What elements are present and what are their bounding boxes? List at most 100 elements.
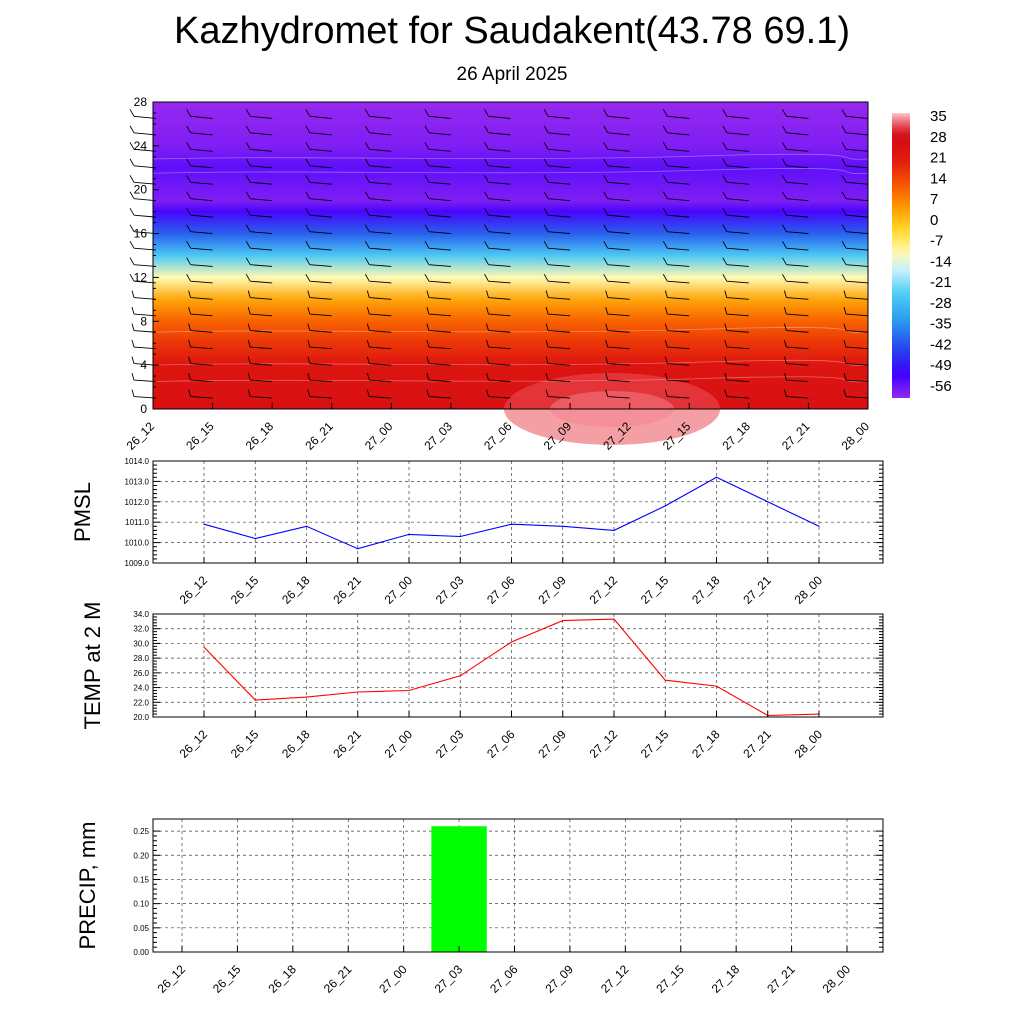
- wind-barb: [782, 142, 809, 152]
- x-tick-label: 27_12: [587, 573, 621, 607]
- x-tick-label: 27_21: [779, 419, 813, 453]
- x-tick-label: 27_09: [535, 573, 569, 607]
- pmsl-point: [562, 525, 564, 527]
- wind-barb: [131, 306, 157, 317]
- wind-barb: [843, 306, 869, 317]
- wind-barb: [841, 273, 869, 284]
- wind-barb: [188, 323, 213, 333]
- wind-barb: [245, 142, 273, 152]
- y-tick-label: 28.0: [133, 654, 149, 663]
- wind-barb: [664, 323, 690, 333]
- wind-barb: [424, 109, 451, 119]
- wind-barb: [722, 224, 749, 235]
- precip-axis-label: PRECIP, mm: [75, 822, 100, 950]
- x-tick-label: 27_18: [689, 573, 723, 607]
- wind-barb: [605, 306, 630, 317]
- wind-barb: [307, 356, 332, 366]
- y-tick-label: 0.15: [133, 875, 149, 884]
- pmsl-point: [767, 501, 769, 503]
- wind-barb: [484, 142, 511, 152]
- wind-barb: [662, 109, 690, 119]
- x-tick-label: 27_18: [709, 962, 743, 996]
- wind-barb: [129, 109, 157, 119]
- pmsl-point: [510, 523, 513, 525]
- wind-barb: [841, 257, 869, 267]
- y-tick-label: 26.0: [133, 669, 149, 678]
- x-tick-label: 26_12: [177, 573, 211, 607]
- wind-barb: [245, 191, 273, 202]
- wind-barb: [664, 356, 690, 366]
- wind-barb: [129, 175, 157, 185]
- wind-barb: [245, 257, 273, 267]
- x-tick-label: 27_09: [535, 727, 569, 761]
- wind-barb: [543, 109, 571, 119]
- wind-barb: [603, 142, 630, 152]
- temp2m-point: [664, 679, 666, 681]
- x-tick-label: 26_21: [330, 573, 364, 607]
- wind-barb: [724, 290, 749, 300]
- pmsl-frame: [152, 460, 884, 564]
- x-tick-label: 26_21: [330, 727, 364, 761]
- temp2m-point: [459, 675, 461, 677]
- wind-barb: [245, 125, 273, 136]
- wind-barb: [366, 323, 392, 333]
- wind-barb: [843, 372, 869, 383]
- wind-barb: [305, 158, 332, 169]
- wind-barb: [484, 224, 511, 235]
- wind-barb: [545, 372, 571, 383]
- wind-barb: [664, 339, 690, 350]
- x-tick-label: 27_03: [432, 962, 466, 996]
- gridlines: [153, 460, 883, 564]
- x-tick-label: 27_15: [638, 573, 672, 607]
- wind-barb: [245, 240, 273, 251]
- colorbar-label: -42: [930, 336, 952, 353]
- x-tick-label: 27_06: [487, 962, 521, 996]
- wind-barb: [129, 125, 157, 136]
- wind-barb: [247, 372, 273, 383]
- y-tick-label: 24.0: [133, 684, 149, 693]
- x-tick-label: 26_18: [279, 573, 313, 607]
- x-tick-label: 27_12: [587, 727, 621, 761]
- y-tick-label: 1014.0: [125, 457, 150, 466]
- wind-barb: [424, 240, 451, 251]
- x-tick-label: 27_12: [598, 962, 632, 996]
- wind-barb: [424, 175, 451, 185]
- wind-barb: [545, 389, 571, 399]
- wind-barb: [603, 175, 630, 185]
- wind-barb: [245, 273, 273, 284]
- wind-barb: [364, 125, 392, 136]
- wind-barb: [247, 339, 273, 350]
- wind-barb: [186, 158, 213, 169]
- wind-barb: [486, 323, 511, 333]
- x-tick-label: 27_00: [382, 727, 416, 761]
- wind-barb: [662, 273, 690, 284]
- wind-barb: [364, 257, 392, 267]
- wind-barb: [545, 323, 571, 333]
- y-tick-label: 1010.0: [125, 539, 150, 548]
- wind-barb: [841, 158, 869, 169]
- wind-barb: [782, 257, 809, 267]
- wind-barb: [247, 356, 273, 366]
- wind-barb: [722, 142, 749, 152]
- colorbar-label: -21: [930, 274, 952, 291]
- wind-barb: [186, 142, 213, 152]
- wind-barb: [307, 290, 332, 300]
- colorbar-label: -7: [930, 233, 943, 250]
- wind-barb: [129, 257, 157, 267]
- x-tick-label: 27_00: [382, 573, 416, 607]
- wind-barb: [366, 339, 392, 350]
- y-tick-label: 34.0: [133, 610, 149, 619]
- wind-barb: [424, 257, 451, 267]
- wind-barb: [424, 273, 451, 284]
- wind-barb: [366, 356, 392, 366]
- wind-barb: [603, 109, 630, 119]
- wind-barb: [424, 142, 451, 152]
- wind-barb: [364, 240, 392, 251]
- x-tick-label: 26_15: [210, 962, 244, 996]
- colorbar-label: 35: [930, 108, 947, 125]
- wind-barb: [186, 240, 213, 251]
- colorbar-label: -49: [930, 357, 952, 374]
- wind-barb: [188, 372, 213, 383]
- wind-barb: [545, 356, 571, 366]
- wind-barb: [841, 224, 869, 235]
